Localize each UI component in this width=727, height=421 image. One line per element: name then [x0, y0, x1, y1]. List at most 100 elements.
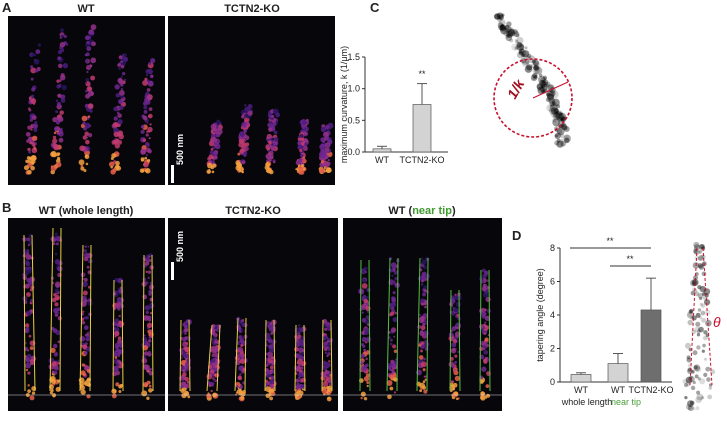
blob — [23, 269, 30, 276]
blob — [80, 389, 86, 395]
blob — [148, 80, 154, 86]
diagram-blob — [554, 132, 561, 140]
blob — [27, 384, 30, 387]
blob — [247, 110, 253, 116]
blob — [27, 169, 32, 175]
blob — [271, 325, 276, 331]
blob — [297, 137, 302, 141]
diagram-blob — [685, 403, 692, 410]
blob — [55, 99, 59, 102]
diagram-blob — [532, 76, 536, 80]
blob — [117, 336, 122, 341]
blob — [297, 373, 301, 376]
diagram-blob — [497, 13, 504, 20]
blob — [25, 368, 29, 372]
blob — [81, 321, 86, 325]
blob — [84, 35, 90, 41]
blob — [57, 152, 61, 156]
blob — [217, 329, 221, 333]
blob — [122, 71, 126, 76]
blob — [187, 395, 191, 399]
blob — [115, 346, 119, 350]
blob — [324, 136, 330, 141]
blob — [54, 288, 60, 293]
blob — [394, 276, 398, 281]
diagram-blob — [561, 116, 566, 122]
blob — [448, 332, 454, 338]
blob — [117, 139, 123, 145]
blob — [211, 136, 217, 143]
blob — [389, 311, 395, 316]
diagram-blob — [699, 244, 705, 250]
blob — [298, 347, 303, 352]
significance: ** — [626, 254, 634, 264]
blob — [268, 112, 272, 117]
diagram-blob — [514, 46, 518, 50]
diagram-blob — [514, 38, 518, 42]
blob — [84, 122, 91, 129]
blob — [454, 293, 457, 297]
blob — [55, 242, 59, 246]
blob — [299, 145, 304, 149]
blob — [33, 58, 40, 65]
blob — [217, 128, 223, 135]
diagram-blob — [705, 366, 711, 372]
blob — [485, 296, 491, 303]
fit-line — [31, 234, 36, 392]
blob — [28, 108, 32, 112]
x-tick-label: WT — [574, 385, 588, 395]
diagram-blob — [552, 101, 556, 106]
blob — [452, 370, 455, 373]
diagram-blob — [690, 290, 696, 296]
blob — [89, 64, 93, 68]
blob — [422, 368, 426, 372]
blob — [420, 349, 423, 353]
blob — [453, 307, 459, 313]
diagram-blob — [701, 254, 706, 260]
y-tick-label: 4 — [550, 310, 555, 320]
blob — [393, 335, 396, 338]
diagram-blob — [689, 308, 694, 313]
diagram-blob — [687, 400, 694, 407]
blob — [52, 242, 56, 246]
blob — [61, 34, 64, 38]
blob — [57, 116, 64, 123]
diagram-blob — [695, 366, 702, 373]
diagram-blob — [543, 83, 548, 88]
blob — [390, 359, 395, 364]
blob — [420, 361, 427, 368]
blob — [323, 341, 328, 346]
diagram-blob — [543, 76, 548, 81]
fit-line — [188, 319, 191, 392]
diagram-blob — [546, 104, 554, 112]
blob — [146, 380, 151, 385]
panel-title: TCTN2-KO — [225, 205, 281, 217]
blob — [115, 351, 118, 354]
diagram-blob — [545, 97, 551, 102]
blob — [181, 337, 187, 342]
blob — [55, 386, 61, 392]
x-tick-label: TCTN2-KO — [400, 155, 445, 165]
blob — [184, 327, 189, 333]
blob — [360, 353, 365, 359]
blob — [140, 129, 145, 134]
blob — [180, 388, 185, 394]
blob — [146, 322, 153, 329]
diagram-blob — [548, 97, 555, 104]
y-axis-label: tapering angle (degree) — [535, 268, 545, 362]
blob — [87, 298, 92, 303]
blob — [56, 379, 61, 383]
diagram-blob — [516, 51, 524, 59]
blob — [148, 303, 153, 307]
blob — [141, 357, 148, 364]
blob — [421, 292, 427, 297]
blob — [421, 257, 424, 260]
blob — [302, 146, 308, 152]
blob — [116, 165, 122, 171]
diagram-blob — [534, 66, 543, 75]
blob — [64, 35, 67, 38]
blob — [29, 395, 35, 401]
blob — [84, 245, 87, 248]
blob — [33, 53, 37, 57]
blob — [480, 395, 486, 401]
